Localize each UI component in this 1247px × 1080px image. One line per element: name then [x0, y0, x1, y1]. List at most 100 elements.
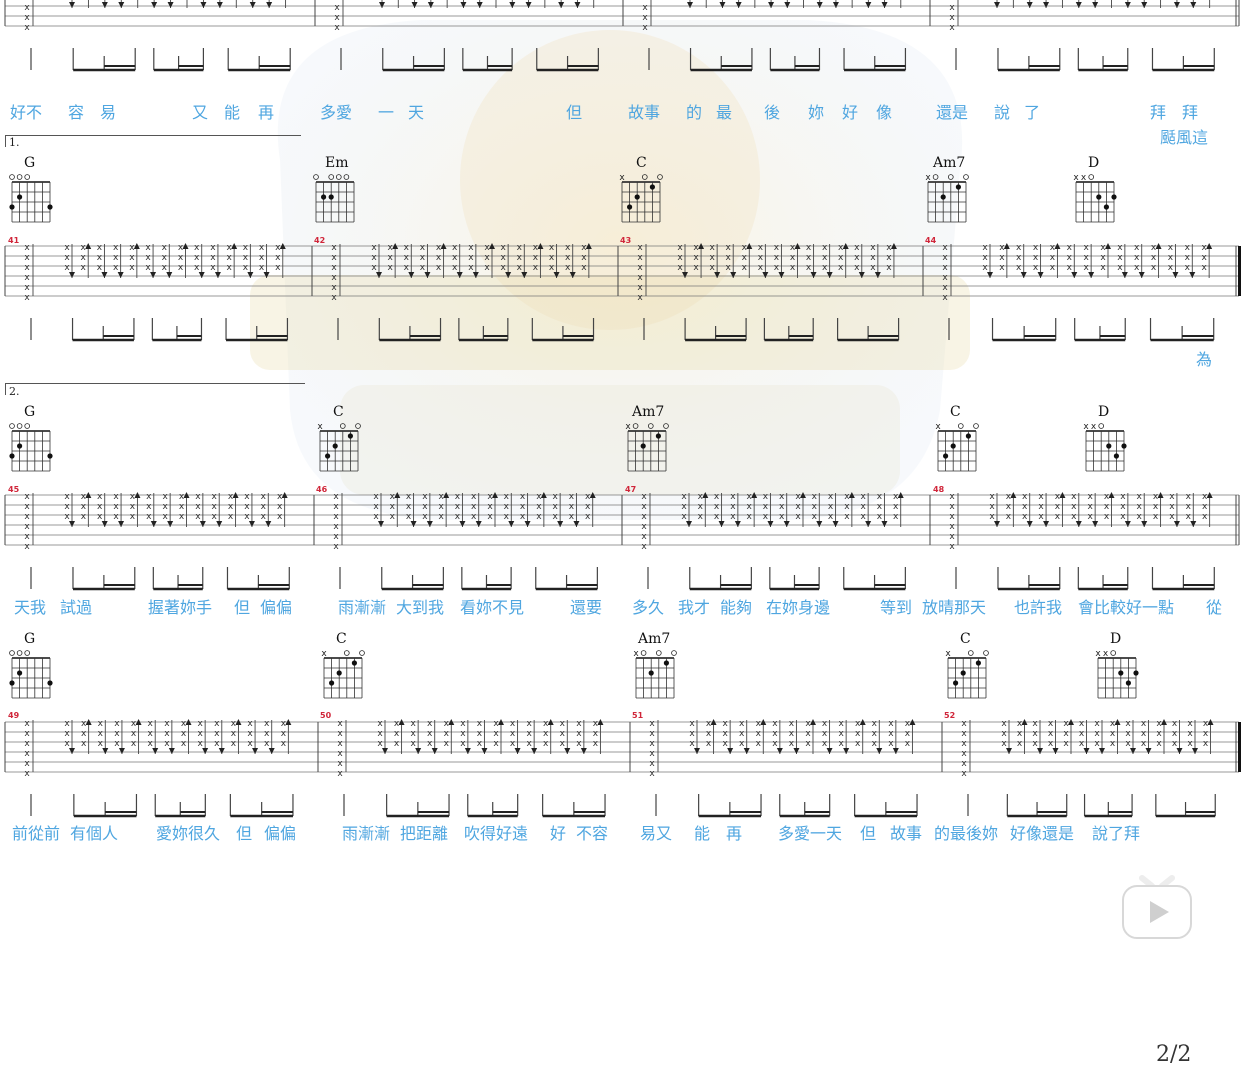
tab-x-mark: x: [1006, 502, 1012, 512]
tab-x-mark: x: [949, 3, 955, 13]
tab-x-mark: x: [1202, 502, 1208, 512]
tab-x-mark: x: [888, 719, 894, 729]
tab-x-mark: x: [333, 502, 339, 512]
tab-x-mark: x: [1071, 502, 1077, 512]
strum-down-arrow: [1189, 272, 1196, 278]
chord-diagram: x: [633, 649, 677, 699]
tab-x-mark: x: [942, 283, 948, 293]
tab-x-mark: x: [722, 729, 728, 739]
tab-x-mark: x: [942, 293, 948, 303]
tab-x-mark: x: [790, 243, 796, 253]
tab-x-mark: x: [1110, 729, 1116, 739]
tab-x-mark: x: [1006, 512, 1012, 522]
tab-x-mark: x: [537, 0, 543, 3]
tab-x-mark: x: [275, 253, 281, 263]
tab-x-mark: x: [178, 243, 184, 253]
strum-up-arrow: [1155, 243, 1162, 249]
tab-staff: xxxxxxxxxxxxxxxxxxxxxxxxxxxxxxxxxxxxxxxx…: [4, 243, 1241, 342]
tab-x-mark: x: [581, 253, 587, 263]
tab-x-mark: x: [194, 253, 200, 263]
chord-name: G: [24, 631, 36, 647]
diagram-dot: [321, 194, 327, 200]
tab-x-mark: x: [1104, 502, 1110, 512]
tab-x-mark: x: [129, 263, 135, 273]
measure-number: 47: [625, 485, 637, 494]
tab-x-mark: x: [113, 512, 119, 522]
diagram-open-marker: [343, 650, 350, 656]
tab-x-mark: x: [1187, 719, 1193, 729]
measure-number: 43: [620, 236, 632, 245]
tab-x-mark: x: [822, 719, 828, 729]
tab-x-mark: x: [989, 492, 995, 502]
tab-x-mark: x: [570, 0, 576, 3]
strum-down-arrow: [151, 2, 158, 8]
strum-up-arrow: [281, 492, 288, 498]
tab-x-mark: x: [334, 0, 340, 3]
strum-up-arrow: [85, 492, 92, 498]
tab-x-mark: x: [844, 0, 850, 3]
tab-x-mark: x: [520, 492, 526, 502]
lyric: 雨漸漸: [342, 824, 391, 843]
tab-x-mark: x: [746, 492, 752, 502]
tab-x-mark: x: [763, 502, 769, 512]
tab-x-mark: x: [510, 739, 516, 749]
tab-x-mark: x: [739, 739, 745, 749]
strum-down-arrow: [832, 521, 839, 527]
strum-down-arrow: [1130, 748, 1136, 754]
chord-name: D: [1098, 404, 1110, 420]
tab-x-mark: x: [1038, 0, 1044, 3]
tab-x-mark: x: [195, 512, 201, 522]
tab-x-mark: x: [1203, 739, 1209, 749]
tab-x-mark: x: [460, 739, 466, 749]
measure-number: 42: [314, 236, 326, 245]
volta-label-2: 2.: [9, 385, 20, 398]
diagram-open-marker: [632, 423, 639, 429]
tab-x-mark: x: [244, 492, 250, 502]
strum-up-arrow: [537, 243, 544, 249]
tab-x-mark: x: [377, 739, 383, 749]
tab-x-mark: x: [404, 263, 410, 273]
tab-x-mark: x: [549, 243, 555, 253]
tab-x-mark: x: [1134, 253, 1140, 263]
tab-x-mark: x: [730, 502, 736, 512]
tab-x-mark: x: [1186, 0, 1192, 3]
tab-x-mark: x: [1006, 0, 1012, 3]
diagram-dot: [17, 443, 23, 449]
lyric: 拜: [1150, 103, 1167, 122]
tab-x-mark: x: [337, 739, 343, 749]
tab-x-mark: x: [390, 492, 396, 502]
play-button[interactable]: [1120, 872, 1194, 942]
tab-x-mark: x: [493, 729, 499, 739]
strum-down-arrow: [1075, 2, 1082, 8]
lyric: 天我: [14, 598, 47, 617]
tab-x-mark: x: [1032, 729, 1038, 739]
tab-x-mark: x: [181, 719, 187, 729]
tab-x-mark: x: [774, 253, 780, 263]
tab-x-mark: x: [64, 719, 70, 729]
tab-x-mark: x: [438, 492, 444, 502]
tab-x-mark: x: [373, 502, 379, 512]
tab-x-mark: x: [1187, 729, 1193, 739]
tab-x-mark: x: [1137, 0, 1143, 3]
tab-x-mark: x: [681, 492, 687, 502]
strum-down-arrow: [168, 748, 175, 754]
tab-x-mark: x: [427, 719, 433, 729]
tab-x-mark: x: [410, 729, 416, 739]
tab-x-mark: x: [746, 512, 752, 522]
tab-x-mark: x: [560, 719, 566, 729]
tab-x-mark: x: [1186, 512, 1192, 522]
tab-x-mark: x: [24, 0, 30, 3]
tab-x-mark: x: [444, 719, 450, 729]
lyric: 好: [842, 103, 859, 122]
tab-x-mark: x: [146, 512, 152, 522]
tab-x-mark: x: [487, 512, 493, 522]
diagram-dot: [1106, 443, 1112, 449]
tab-x-mark: x: [1001, 729, 1007, 739]
tab-x-mark: x: [999, 253, 1005, 263]
diagram-mute-marker: x: [1103, 649, 1109, 659]
tab-x-mark: x: [81, 492, 87, 502]
strum-down-arrow: [263, 272, 270, 278]
tab-x-mark: x: [689, 729, 695, 739]
tab-x-mark: x: [870, 243, 876, 253]
tab-x-mark: x: [1168, 253, 1174, 263]
